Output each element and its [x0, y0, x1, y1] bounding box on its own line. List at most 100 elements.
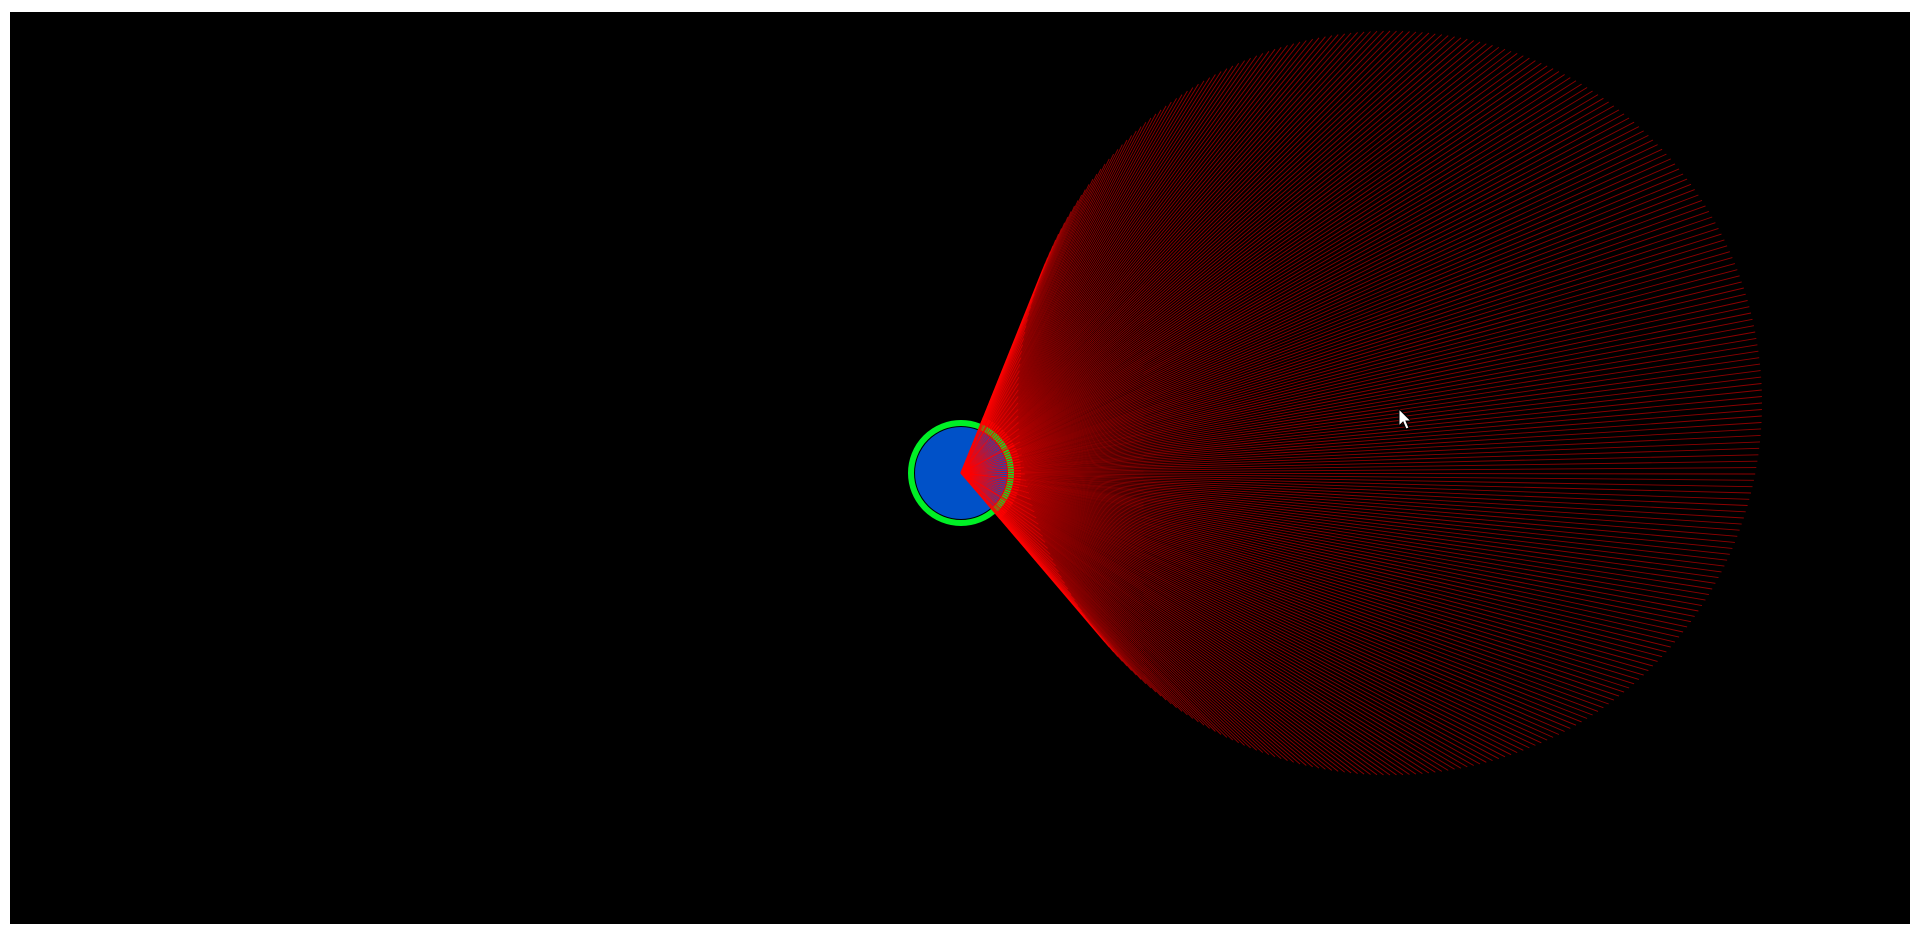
ray — [960, 472, 1500, 760]
ray — [960, 472, 1548, 741]
ray — [960, 472, 1663, 658]
ray — [960, 396, 1762, 474]
ray — [960, 71, 1560, 474]
ray-front — [960, 472, 1013, 505]
ray — [960, 472, 1512, 756]
ray — [960, 34, 1339, 474]
ray — [960, 472, 1748, 506]
ray — [960, 472, 1449, 771]
ray — [960, 472, 1754, 481]
ray — [960, 472, 1282, 760]
ray — [960, 428, 1762, 474]
ray — [960, 144, 1658, 474]
ray — [960, 31, 1365, 474]
ray — [960, 350, 1759, 474]
ray — [960, 158, 1671, 474]
ray — [960, 472, 1709, 596]
ray — [960, 306, 1750, 474]
ray — [960, 472, 1301, 765]
ray — [960, 227, 1719, 474]
ray — [960, 472, 1455, 770]
ray-fan-front — [960, 417, 1022, 520]
ray — [960, 460, 1758, 474]
ray — [960, 472, 1313, 768]
ray — [960, 472, 1307, 766]
ray — [960, 65, 1234, 474]
ray — [960, 472, 1326, 770]
ray — [960, 422, 1762, 474]
ray — [960, 183, 1692, 474]
ray — [960, 472, 1430, 774]
ray — [960, 53, 1264, 474]
ray-front — [960, 472, 1021, 481]
ray — [960, 31, 1417, 474]
ray — [960, 472, 1742, 525]
ray — [960, 472, 1599, 712]
ray — [960, 210, 1710, 474]
ray — [960, 472, 1744, 519]
ray — [960, 389, 1762, 474]
ray — [960, 41, 1301, 474]
ray — [960, 77, 1211, 474]
ray — [960, 472, 1728, 561]
ray — [960, 281, 1742, 474]
ray — [960, 121, 1635, 474]
ray — [960, 36, 1326, 474]
ray — [960, 90, 1593, 474]
ray — [960, 113, 1625, 474]
ray — [960, 245, 1728, 474]
ray — [960, 472, 1542, 744]
ray — [960, 293, 1746, 474]
ray — [960, 472, 1699, 612]
ray — [960, 472, 1481, 765]
ray — [960, 168, 1680, 474]
ray — [960, 472, 1404, 776]
game-canvas[interactable] — [10, 12, 1910, 924]
ray — [960, 472, 1436, 773]
ray — [960, 472, 1593, 716]
ray — [960, 139, 1654, 474]
ray — [960, 178, 1688, 474]
ray — [960, 173, 1684, 474]
ray — [960, 33, 1436, 474]
ray — [960, 194, 1699, 474]
ray — [960, 68, 1228, 474]
ray — [960, 472, 1604, 709]
ray — [960, 30, 1384, 474]
ray — [960, 472, 1487, 763]
ray — [960, 472, 1730, 555]
ray — [960, 30, 1378, 474]
ray — [960, 43, 1487, 474]
ray — [960, 45, 1288, 474]
ray — [960, 90, 1188, 474]
ray — [960, 51, 1270, 474]
ray — [960, 83, 1199, 474]
ray — [960, 472, 1738, 537]
ray — [960, 35, 1449, 474]
ray — [960, 472, 1462, 769]
ray — [960, 454, 1759, 474]
ray — [960, 472, 1735, 543]
ray — [960, 40, 1474, 474]
ray — [960, 216, 1713, 474]
ray — [960, 472, 1630, 689]
ray — [960, 472, 1423, 774]
ray — [960, 60, 1245, 474]
ray — [960, 37, 1462, 474]
ray — [960, 472, 1571, 729]
ray — [960, 472, 1339, 772]
ray — [960, 163, 1676, 474]
scene-svg — [908, 30, 1763, 776]
ray — [960, 472, 1706, 601]
ray — [960, 472, 1609, 705]
ray — [960, 57, 1251, 474]
ray — [960, 32, 1358, 474]
ray — [960, 199, 1703, 474]
ray-fan — [960, 30, 1763, 776]
ray — [960, 36, 1455, 474]
ray — [960, 472, 1716, 584]
ray — [960, 43, 1295, 474]
ray — [960, 83, 1582, 474]
ray — [960, 472, 1518, 754]
ray — [960, 62, 1240, 474]
